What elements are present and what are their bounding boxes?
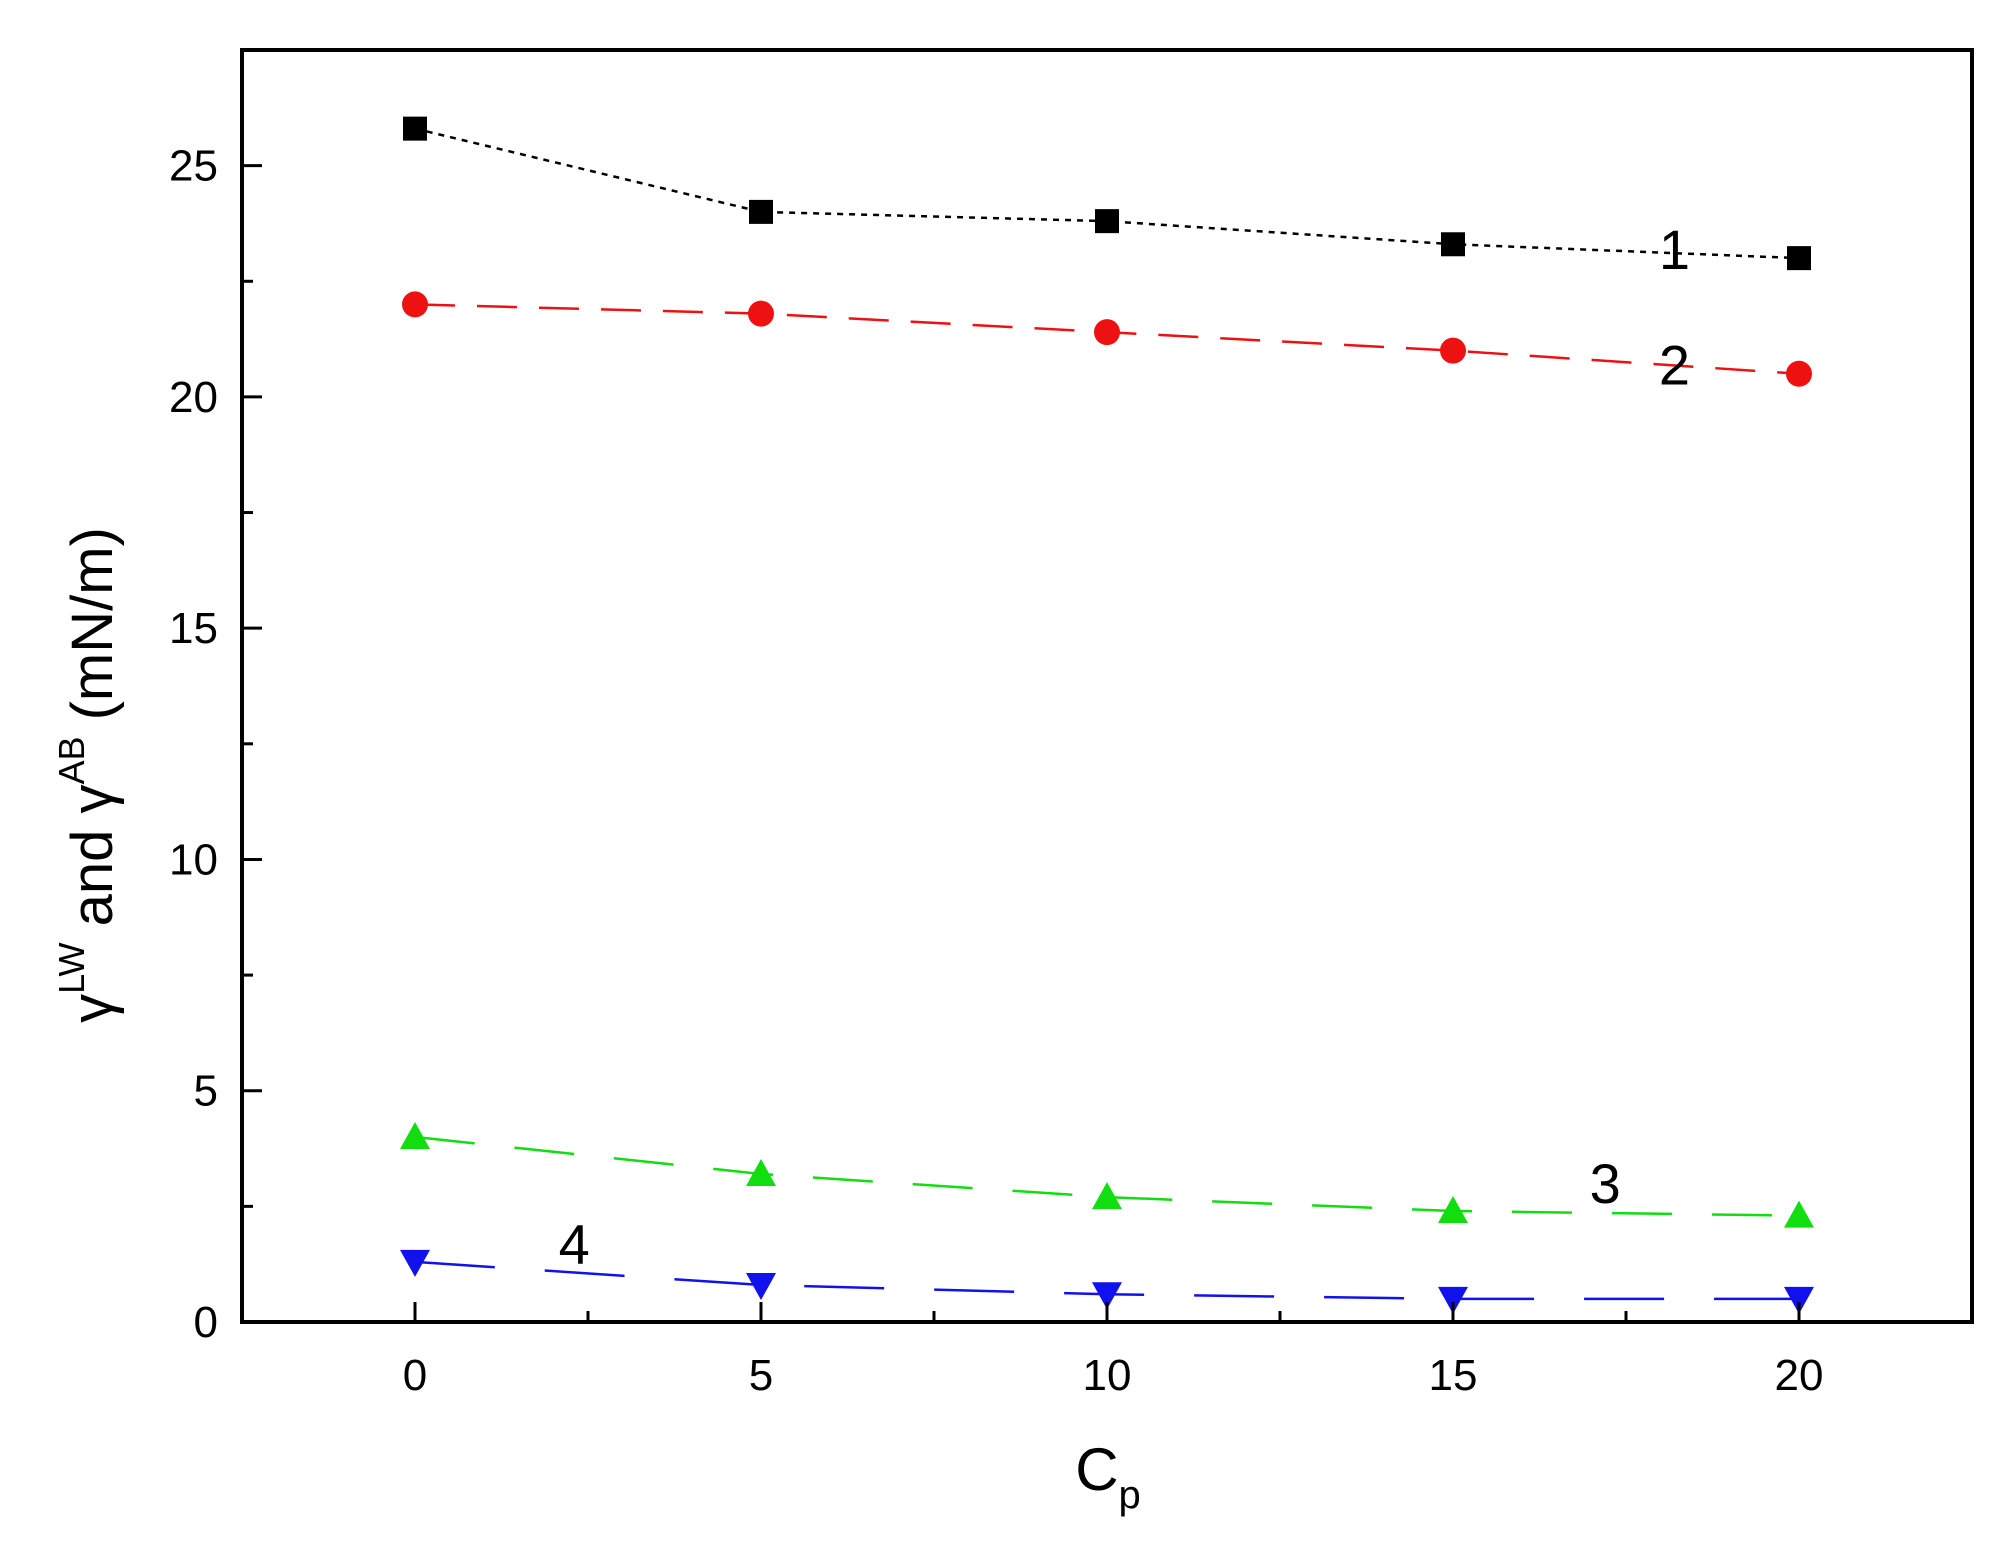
series-label: 4 xyxy=(559,1212,590,1275)
series-labels: 1 2 3 4 xyxy=(559,218,1690,1275)
x-tick-label: 15 xyxy=(1429,1351,1478,1400)
data-point xyxy=(1095,209,1119,234)
y-tick-label: 0 xyxy=(194,1298,218,1347)
series-lines xyxy=(414,127,1800,1301)
y-tick-label: 10 xyxy=(169,835,218,884)
data-point xyxy=(1438,1286,1468,1314)
x-tick-label: 5 xyxy=(749,1351,773,1400)
series-label: 1 xyxy=(1659,218,1690,281)
series-line xyxy=(414,1135,1800,1217)
x-tick-label: 0 xyxy=(403,1351,427,1400)
data-point xyxy=(1441,232,1465,257)
x-axis-title-sub: p xyxy=(1119,1473,1141,1517)
y-axis-title: γLW and γAB (mN/m) xyxy=(51,527,125,1023)
x-tick-label: 20 xyxy=(1775,1351,1824,1400)
plot-frame xyxy=(240,48,1974,1324)
data-point xyxy=(1092,1282,1122,1310)
x-tick-label: 10 xyxy=(1083,1351,1132,1400)
data-point xyxy=(1440,337,1466,364)
data-point xyxy=(1786,360,1812,387)
x-axis-title: Cp xyxy=(1075,1436,1141,1517)
series-markers xyxy=(400,116,1814,1314)
data-point xyxy=(746,1272,776,1300)
data-point xyxy=(1092,1182,1122,1210)
data-point xyxy=(402,291,428,318)
y-tick-label: 20 xyxy=(169,373,218,422)
data-point xyxy=(400,1121,430,1149)
y-tick-label: 5 xyxy=(194,1067,218,1116)
data-point xyxy=(1784,1286,1814,1314)
data-point xyxy=(746,1158,776,1186)
data-point xyxy=(400,1249,430,1277)
data-point xyxy=(748,300,774,327)
data-point xyxy=(1094,319,1120,346)
data-point xyxy=(749,199,773,224)
y-axis-title-unit: (mN/m) xyxy=(60,527,125,736)
series-label: 3 xyxy=(1590,1152,1621,1215)
data-point xyxy=(1438,1195,1468,1223)
y-axis-title-gamma2: γ xyxy=(60,785,125,814)
x-axis-title-main: C xyxy=(1075,1436,1118,1503)
y-axis-title-sup1: LW xyxy=(51,943,92,994)
y-tick-label: 15 xyxy=(169,604,218,653)
data-point xyxy=(1784,1200,1814,1228)
series-line xyxy=(414,127,1800,260)
data-point xyxy=(403,116,427,141)
series-label: 2 xyxy=(1659,334,1690,397)
y-tick-label: 25 xyxy=(169,142,218,191)
axes: 0 5 10 15 20 0 5 10 15 20 25 xyxy=(169,48,1974,1400)
y-axis-title-and: and xyxy=(60,814,125,943)
y-axis-title-gamma1: γ xyxy=(60,994,125,1023)
y-axis-title-sup2: AB xyxy=(51,737,92,785)
data-point xyxy=(1787,246,1811,271)
